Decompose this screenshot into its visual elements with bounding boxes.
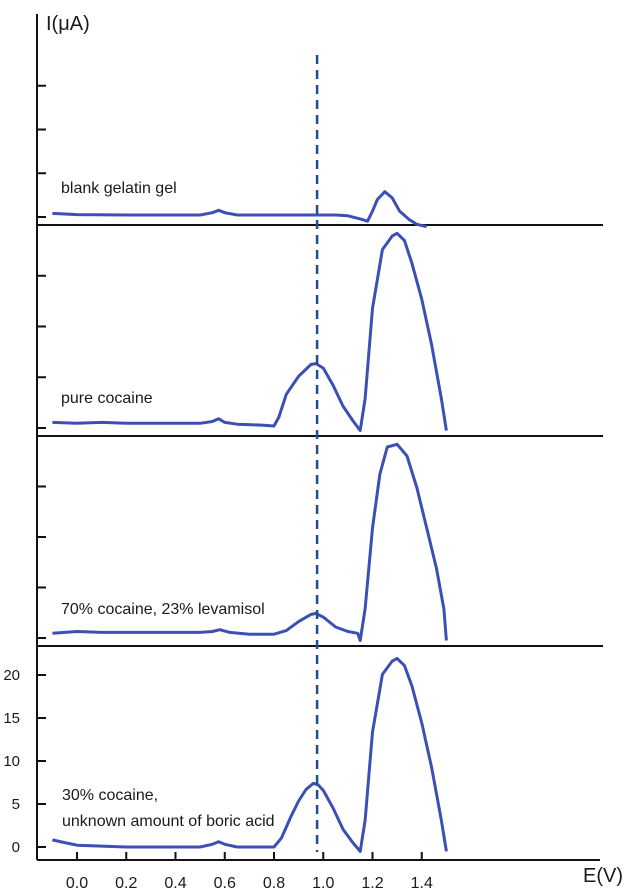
trace-line: [52, 190, 428, 229]
x-tick-label: 0.2: [115, 875, 137, 892]
y-tick-label: 15: [3, 710, 20, 727]
x-tick-label: 1.0: [312, 875, 334, 892]
panel-label: 70% cocaine, 23% levamisol: [61, 601, 265, 618]
trace-line: [52, 442, 448, 642]
y-axis-label: I(μA): [46, 13, 90, 35]
y-tick-label: 0: [12, 839, 20, 856]
panel-label-line2: unknown amount of boric acid: [62, 813, 275, 830]
x-tick-label: 1.2: [361, 875, 383, 892]
y-tick-label: 10: [3, 753, 20, 770]
x-tick-label: 1.4: [411, 875, 433, 892]
y-tick-label: 5: [12, 796, 20, 813]
x-axis-label: E(V): [583, 865, 623, 887]
panel-label: blank gelatin gel: [61, 180, 177, 197]
x-tick-label: 0.4: [164, 875, 186, 892]
x-tick-label: 0.8: [263, 875, 285, 892]
x-tick-label: 0.6: [214, 875, 236, 892]
panels-layer: blank gelatin gel pure cocaine 70% cocaine…: [37, 180, 603, 853]
panel-label-line1: 30% cocaine,: [62, 787, 158, 804]
trace-line: [52, 657, 448, 853]
trace-line: [52, 231, 448, 432]
panel-label: pure cocaine: [61, 390, 153, 407]
x-tick-label: 0.0: [66, 875, 88, 892]
ticks-layer: 0 5 10 15 20 0.0 0.2 0.4 0.6 0.8 1.0 1.2 1.4: [3, 84, 433, 892]
y-tick-label: 20: [3, 667, 20, 684]
